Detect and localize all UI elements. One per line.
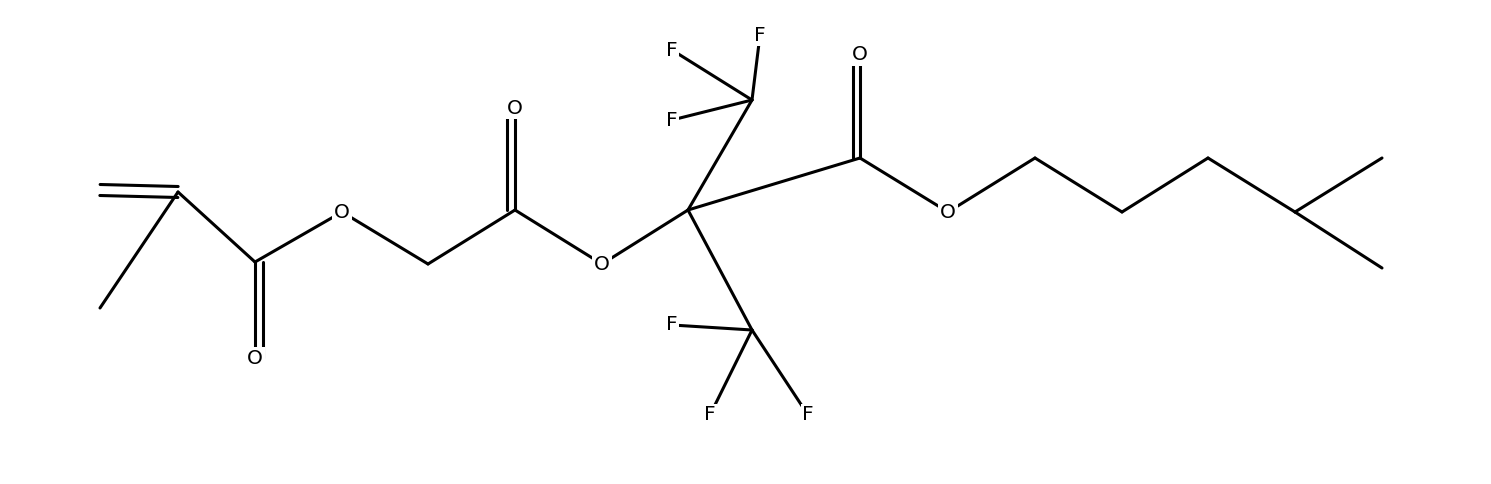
Text: O: O [507, 99, 523, 118]
Text: O: O [593, 255, 610, 273]
Text: F: F [666, 41, 678, 60]
Text: F: F [754, 26, 766, 45]
Text: O: O [939, 202, 956, 222]
Text: F: F [666, 110, 678, 130]
Text: O: O [334, 202, 350, 222]
Text: F: F [666, 316, 678, 334]
Text: F: F [704, 406, 716, 424]
Text: F: F [802, 406, 814, 424]
Text: O: O [851, 45, 868, 64]
Text: O: O [248, 348, 262, 367]
